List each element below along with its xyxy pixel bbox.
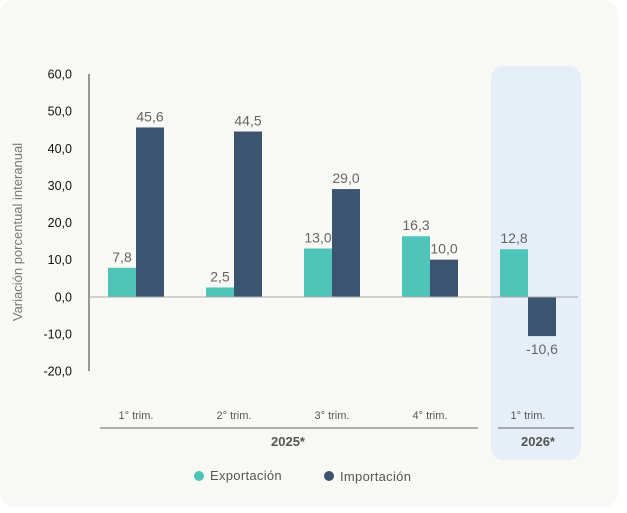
data-label: -10,6 xyxy=(526,341,558,357)
y-tick-label: -20,0 xyxy=(44,365,73,379)
legend-label-exportacion: Exportación xyxy=(210,468,282,483)
bars xyxy=(108,127,556,336)
bar-exportacion xyxy=(402,236,430,297)
category-label: 1° trim. xyxy=(511,410,546,422)
group-label-2025: 2025* xyxy=(271,434,306,449)
data-label: 2,5 xyxy=(210,268,230,284)
y-tick-label: 10,0 xyxy=(48,253,72,267)
data-label: 29,0 xyxy=(332,170,359,186)
y-tick-label: 20,0 xyxy=(48,216,72,230)
y-tick-label: 60,0 xyxy=(48,68,72,82)
bar-importacion xyxy=(332,189,360,297)
category-label: 1° trim. xyxy=(119,410,154,422)
y-tick-labels: 60,0 50,0 40,0 30,0 20,0 10,0 0,0 -10,0 -20,0 xyxy=(44,68,73,379)
legend-swatch-exportacion xyxy=(194,471,204,481)
data-label: 44,5 xyxy=(234,113,261,129)
bar-importacion xyxy=(136,127,164,296)
bar-importacion xyxy=(528,297,556,336)
data-label: 45,6 xyxy=(136,108,163,124)
legend-swatch-importacion xyxy=(324,471,334,481)
bar-exportacion xyxy=(206,287,234,296)
data-label: 12,8 xyxy=(500,230,527,246)
category-label: 3° trim. xyxy=(315,410,350,422)
y-tick-label: 0,0 xyxy=(55,290,72,304)
y-tick-label: 40,0 xyxy=(48,142,72,156)
y-tick-label: 30,0 xyxy=(48,179,72,193)
y-tick-label: 50,0 xyxy=(48,105,72,119)
bar-exportacion xyxy=(108,268,136,297)
data-label: 16,3 xyxy=(402,217,429,233)
legend-label-importacion: Importación xyxy=(340,469,411,484)
group-label-2026: 2026* xyxy=(521,434,556,449)
category-label: 2° trim. xyxy=(217,410,252,422)
bar-importacion xyxy=(234,132,262,297)
category-labels: 1° trim. 2° trim. 3° trim. 4° trim. 1° trim. xyxy=(119,410,546,422)
bar-exportacion xyxy=(304,248,332,296)
y-axis-title: Variación porcentual interanual xyxy=(10,143,25,321)
data-label: 13,0 xyxy=(304,229,331,245)
data-label: 7,8 xyxy=(112,249,132,265)
data-label: 10,0 xyxy=(430,241,457,257)
y-tick-label: -10,0 xyxy=(44,327,73,341)
bar-exportacion xyxy=(500,249,528,297)
category-label: 4° trim. xyxy=(413,410,448,422)
bar-importacion xyxy=(430,260,458,297)
